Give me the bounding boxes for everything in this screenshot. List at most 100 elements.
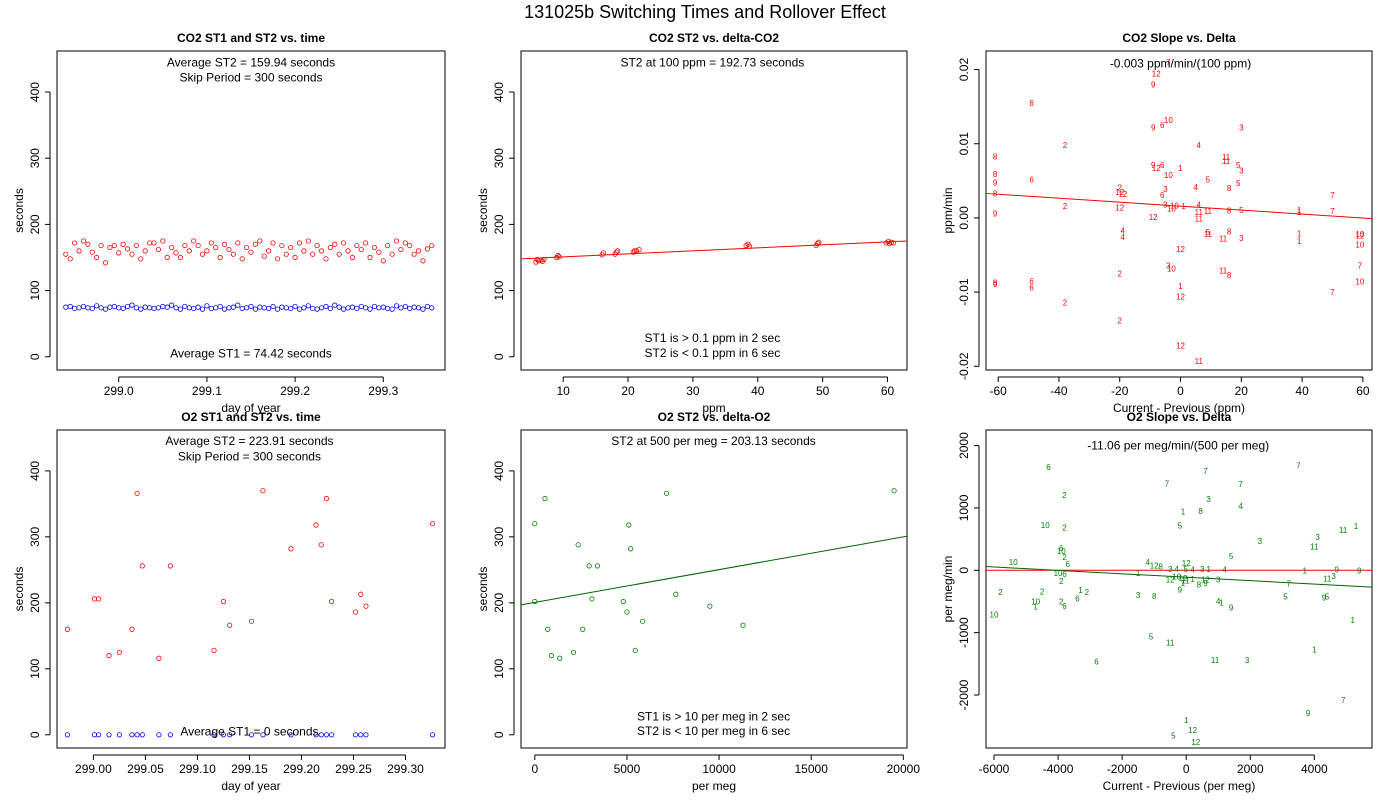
data-point-label: 11 (1339, 526, 1348, 535)
y-tick-label: 100 (28, 658, 42, 678)
data-point-label: 2 (1062, 553, 1067, 562)
x-tick-label: 40 (751, 384, 765, 398)
x-tick-label: 15000 (795, 762, 829, 776)
data-point (415, 305, 422, 311)
data-point-label: 7 (1166, 58, 1171, 67)
data-point-label: 8 (1158, 563, 1163, 572)
data-point (535, 258, 542, 264)
data-point-label: 1 (1303, 566, 1308, 575)
data-point (534, 256, 540, 263)
plot-frame (56, 429, 446, 749)
data-point-label: 7 (1358, 261, 1363, 270)
panel-annotation: ST2 is < 0.1 ppm in 6 sec (645, 346, 781, 360)
data-point (407, 305, 413, 312)
data-point-label: 12 (1355, 232, 1364, 241)
data-point-label: 2 (1063, 202, 1068, 211)
data-point (398, 246, 404, 253)
data-point (177, 306, 184, 312)
data-point (358, 246, 364, 253)
data-point (327, 244, 333, 251)
regression-line (520, 240, 908, 260)
data-point-label: 7 (1296, 462, 1301, 471)
data-point (890, 240, 896, 246)
data-point-label: 10 (1057, 547, 1066, 556)
x-tick-label: -60 (989, 384, 1007, 398)
data-point (292, 254, 298, 261)
data-point (352, 609, 359, 615)
data-point (631, 248, 638, 254)
data-point-label: 11 (1222, 153, 1231, 162)
plot-frame (520, 429, 908, 749)
data-point (129, 626, 135, 632)
data-point-label: 12 (1201, 576, 1210, 585)
data-point (532, 521, 538, 527)
x-tick-label: -4000 (1043, 762, 1074, 776)
y-tick-label: 100 (492, 658, 506, 678)
y-axis-label: seconds (476, 188, 490, 233)
data-point-label: 10 (1009, 558, 1018, 567)
data-point-label: 9 (1151, 80, 1156, 89)
data-point-label: 1 (1181, 579, 1186, 588)
data-point-label: 5 (1283, 592, 1288, 601)
data-point (96, 596, 102, 602)
x-tick-label: 299.00 (75, 762, 112, 776)
data-point (134, 490, 140, 496)
data-point-label: 9 (1322, 594, 1327, 603)
data-point-label: 8 (993, 278, 998, 287)
data-point-label: 3 (1168, 565, 1173, 574)
data-point-label: 1 (1181, 508, 1186, 517)
data-point (204, 248, 210, 254)
data-point (243, 244, 250, 251)
data-point (358, 591, 364, 597)
chart-panel-co2-slope: CO2 Slope vs. Delta -60 -40 -20 0 20 40 60 -0.02… (941, 31, 1373, 415)
chart-panel-o2-time: O2 ST1 and ST2 vs. time 299.00 299.05 299.1… (12, 410, 446, 793)
data-point (594, 563, 601, 569)
data-point-label: 9 (993, 280, 998, 289)
panel-annotation: -11.06 per meg/min/(500 per meg) (1087, 439, 1269, 453)
regression-line (985, 566, 1373, 588)
data-point (358, 303, 364, 310)
panel-annotation: ST2 at 500 per meg = 203.13 seconds (611, 434, 815, 448)
y-tick-label: 300 (492, 148, 506, 168)
x-tick-label: 299.30 (387, 762, 424, 776)
data-point-label: 7 (1341, 696, 1346, 705)
data-point (380, 258, 386, 264)
y-tick-label: 0 (28, 353, 42, 360)
data-point (116, 305, 122, 311)
data-point-label: 2 (1059, 597, 1064, 606)
data-point-label: 11 (1195, 357, 1204, 366)
data-point (314, 306, 320, 312)
data-point (266, 248, 272, 254)
panel-title: O2 ST2 vs. delta-O2 (658, 410, 771, 424)
data-point-label: 10 (1031, 597, 1040, 606)
chart-panel-o2-slope: O2 Slope vs. Delta-6000 -4000 -2000 0 2000 40… (941, 410, 1373, 793)
data-point-label: 1 (1206, 565, 1211, 574)
data-point (156, 655, 162, 661)
data-point (221, 241, 228, 247)
data-point-label: 2 (1062, 491, 1067, 500)
data-point-label: 1 (1178, 282, 1183, 291)
data-point (226, 246, 232, 253)
data-point (124, 246, 131, 252)
data-point-label: 8 (1152, 592, 1157, 601)
data-point (424, 303, 430, 310)
y-tick-label: 200 (492, 593, 506, 613)
data-point-label: 9 (1178, 586, 1183, 595)
data-point (640, 618, 646, 624)
data-point (151, 240, 157, 246)
data-point-label: 5 (1149, 632, 1154, 641)
data-point (314, 242, 320, 249)
data-point (227, 622, 233, 628)
data-point-label: 3 (1239, 123, 1244, 132)
data-point-label: 9 (993, 209, 998, 218)
x-axis-label: Current - Previous (per meg) (1103, 779, 1256, 793)
data-point (195, 242, 201, 249)
data-point (542, 496, 548, 502)
data-point-label: 1 (1190, 575, 1195, 584)
data-point (586, 563, 592, 569)
data-point (407, 242, 413, 249)
data-point-label: 8 (1198, 507, 1203, 516)
data-point-label: 12 (1149, 213, 1158, 222)
data-point-label: 8 (1227, 207, 1232, 216)
data-point (226, 305, 232, 311)
